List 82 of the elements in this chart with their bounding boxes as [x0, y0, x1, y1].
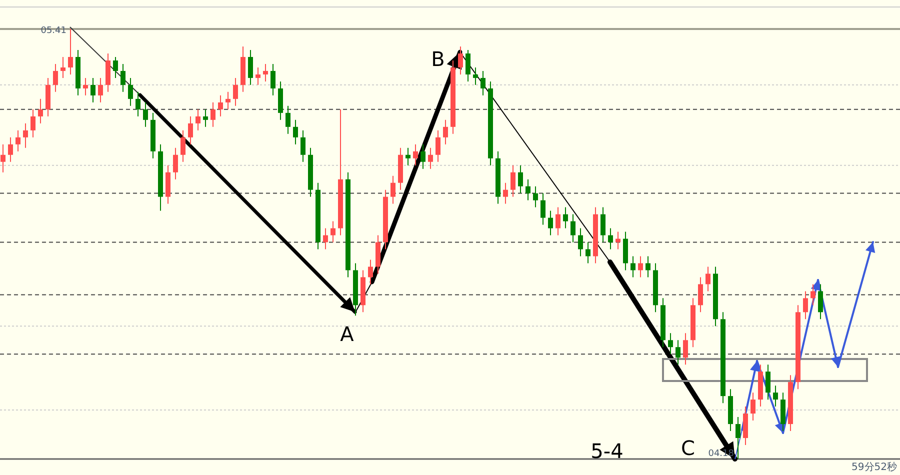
candlestick — [8, 136, 13, 162]
candlestick — [526, 178, 530, 201]
candlestick — [180, 130, 186, 162]
candlestick — [503, 182, 508, 204]
candlestick — [548, 210, 553, 236]
candlestick — [188, 116, 193, 145]
candlestick — [406, 147, 410, 166]
candlestick — [330, 220, 336, 243]
candlestick — [766, 364, 770, 400]
candlestick — [113, 56, 118, 78]
candlestick — [98, 77, 103, 103]
candlestick — [563, 206, 568, 229]
candlestick — [646, 256, 650, 278]
candlestick — [53, 63, 58, 92]
candlestick — [210, 102, 216, 128]
annotation: C — [681, 436, 695, 460]
candlestick — [436, 130, 440, 162]
candlestick — [248, 49, 253, 86]
candlestick — [420, 144, 426, 170]
annotation: B — [431, 47, 445, 71]
candlestick — [676, 340, 680, 366]
candlestick — [518, 164, 523, 194]
candlestick — [218, 94, 223, 117]
candlestick — [90, 77, 96, 103]
annotation: 5-4 — [590, 439, 624, 463]
candlestick — [810, 284, 816, 306]
candlestick — [638, 256, 643, 278]
candlestick — [706, 266, 710, 292]
candlestick — [270, 63, 276, 96]
candlestick — [683, 332, 688, 366]
candlestick — [286, 105, 290, 134]
candlestick — [556, 206, 560, 236]
candlestick — [473, 66, 478, 86]
candlestick — [16, 130, 20, 152]
candlestick — [323, 228, 328, 250]
candlestick — [608, 228, 613, 250]
candlestick — [480, 70, 486, 96]
candlestick — [293, 119, 298, 145]
candlestick — [368, 259, 373, 285]
candlestick — [256, 66, 260, 86]
candlestick — [390, 175, 396, 204]
candlestick — [698, 276, 703, 313]
candlestick — [750, 392, 756, 422]
candlestick — [458, 46, 463, 75]
candlestick — [30, 108, 36, 138]
candlestick — [586, 242, 590, 264]
candlestick — [23, 122, 28, 148]
candlestick — [413, 144, 418, 166]
candlestick — [630, 256, 636, 278]
candlestick — [443, 119, 448, 145]
candlestick — [540, 192, 546, 226]
candlestick — [203, 108, 208, 128]
candlestick — [616, 231, 620, 250]
annotation: A — [340, 322, 354, 346]
candlestick — [263, 63, 268, 82]
candlestick — [533, 186, 538, 208]
candlestick — [60, 56, 66, 78]
text: 59分52秒 — [852, 461, 897, 473]
candlestick — [83, 77, 88, 96]
candlestick — [803, 290, 808, 320]
candlestick — [196, 108, 200, 131]
candlestick — [136, 91, 140, 117]
candlestick — [0, 144, 6, 173]
candlestick — [68, 28, 73, 75]
candlestick — [773, 385, 778, 408]
candlestick — [466, 49, 470, 82]
candlestick — [818, 284, 823, 320]
candlestick — [233, 77, 238, 106]
candlestick — [128, 77, 133, 106]
annotation: 05.41 — [40, 26, 66, 36]
candlestick — [600, 206, 606, 243]
candlestick — [570, 214, 576, 243]
candlestick — [120, 63, 126, 92]
candlestick — [510, 164, 516, 198]
candlestick — [578, 228, 583, 257]
candlestick — [668, 332, 673, 355]
candlestick — [428, 147, 433, 170]
candlestick — [226, 91, 230, 110]
candlestick — [143, 102, 148, 128]
candlestick — [38, 98, 43, 124]
candlestick — [173, 147, 178, 180]
candlestick — [300, 130, 306, 162]
